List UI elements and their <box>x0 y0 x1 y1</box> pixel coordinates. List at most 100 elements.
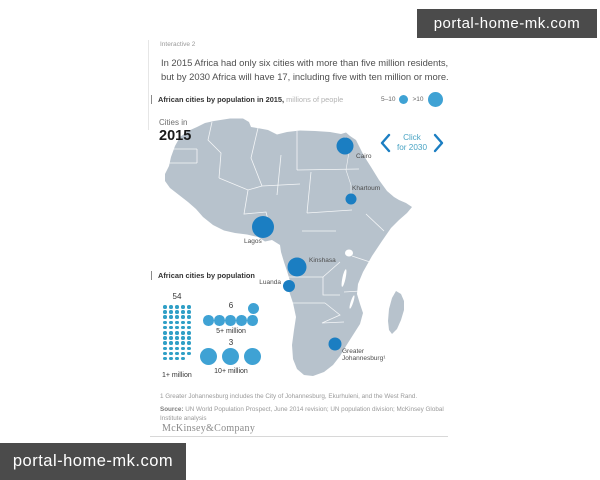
source-line: Source: UN World Population Prospect, Ju… <box>160 406 456 423</box>
map-heading-bold: African cities by population in 2015, <box>158 95 285 104</box>
pictogram-dot <box>187 346 191 351</box>
pictogram-dot <box>187 325 191 330</box>
footer-divider <box>150 436 448 437</box>
label-10-million: 10+ million <box>214 368 248 375</box>
pictogram-circle-10m <box>244 348 261 365</box>
city-label: Cairo <box>356 153 372 160</box>
pictogram-circle-5m <box>236 315 247 326</box>
pictogram-dot <box>175 336 179 340</box>
city-bubbles-layer: Cairo Khartoum Lagos Kinshasa Luanda GreaterJ… <box>244 137 387 363</box>
pictogram-dot <box>181 351 185 356</box>
pictogram-dot <box>181 315 185 319</box>
footnote: 1 Greater Johannesburg includes the City… <box>160 393 418 400</box>
mckinsey-logo: McKinsey&Company <box>162 423 256 434</box>
pictogram-dot <box>163 305 167 309</box>
legend-small-label: 5–10 <box>381 96 396 103</box>
pictogram-dot <box>181 305 185 309</box>
count-10-million: 3 <box>228 338 234 347</box>
pictogram-dot <box>175 351 179 356</box>
pictogram-dot <box>163 356 167 361</box>
pictogram-dot <box>175 330 179 335</box>
pictogram-dot <box>169 356 173 361</box>
pictogram-dot <box>187 315 191 319</box>
pictogram-heading-text: African cities by population <box>158 271 255 280</box>
circle-row-10-million <box>200 348 261 365</box>
city-label: Kinshasa <box>309 257 336 264</box>
city-lagos[interactable]: Lagos <box>244 216 274 245</box>
click-for-2030-button[interactable]: Click for 2030 <box>370 128 454 158</box>
city-label: Lagos <box>244 238 262 245</box>
count-1-million: 54 <box>172 292 182 301</box>
pictogram-dot <box>187 320 191 325</box>
chevron-left-icon[interactable] <box>380 133 391 153</box>
city-khartoum[interactable]: Khartoum <box>345 185 381 205</box>
pictogram-dot <box>169 305 173 309</box>
pictogram-circle-10m <box>200 348 217 365</box>
click-for-2030-label[interactable]: Click for 2030 <box>396 133 428 152</box>
pictogram-dot <box>181 356 185 361</box>
label-1-million: 1+ million <box>162 372 192 379</box>
pictogram-dot <box>187 330 191 335</box>
map-section-heading: African cities by population in 2015, mi… <box>151 95 343 104</box>
circle-5-million-extra <box>248 303 259 314</box>
year-value: 2015 <box>159 128 192 144</box>
pictogram-dot <box>169 351 173 356</box>
chevron-right-icon[interactable] <box>433 133 444 153</box>
pictogram-dot <box>175 305 179 309</box>
pictogram-circle-5m <box>214 315 225 326</box>
pictogram-dot <box>187 305 191 309</box>
map-heading-units: millions of people <box>284 95 344 104</box>
legend-large-bubble-icon <box>427 92 443 107</box>
intro-line-2: but by 2030 Africa will have 17, includi… <box>161 70 449 82</box>
pictogram-dot <box>175 356 179 361</box>
pictogram-dot <box>181 330 185 335</box>
source-text: UN World Population Prospect, June 2014 … <box>160 406 444 422</box>
pictogram-dot <box>175 315 179 319</box>
pictogram-dot <box>163 315 167 319</box>
city-luanda[interactable]: Luanda <box>259 279 295 292</box>
pictogram-dot <box>163 325 167 330</box>
watermark-top: portal-home-mk.com <box>417 9 597 38</box>
city-label: Luanda <box>259 279 281 286</box>
pictogram-dot <box>181 341 185 345</box>
interactive-label: Interactive 2 <box>160 41 196 48</box>
size-legend: 5–10 >10 <box>381 92 443 107</box>
pictogram-section-heading: African cities by population <box>151 271 255 280</box>
pictogram-dot <box>169 330 173 335</box>
count-5-million: 6 <box>228 301 234 310</box>
pictogram-dot <box>187 336 191 340</box>
pictogram-dot <box>163 310 167 314</box>
pictogram-dot <box>169 315 173 319</box>
pictogram-dot <box>163 330 167 335</box>
legend-small-bubble-icon <box>399 95 409 104</box>
intro-line-1: In 2015 Africa had only six cities with … <box>161 57 449 68</box>
pictogram-dot <box>187 341 191 345</box>
pictogram-dot <box>169 341 173 345</box>
source-label: Source: <box>160 406 184 413</box>
dot-grid-1-million <box>163 305 196 362</box>
pictogram-dot <box>175 310 179 314</box>
pictogram-dot <box>181 320 185 325</box>
pictogram-dot <box>181 310 185 314</box>
city-cairo[interactable]: Cairo <box>336 137 372 161</box>
pictogram-circle-5m <box>203 315 214 326</box>
pictogram-dot <box>169 325 173 330</box>
pictogram-circle-10m <box>222 348 239 365</box>
pictogram-dot <box>163 336 167 340</box>
pictogram-dot <box>169 320 173 325</box>
city-label: Khartoum <box>352 185 380 192</box>
pictogram-circle-5m <box>247 315 258 326</box>
pictogram-dot <box>187 310 191 314</box>
city-label: Greater <box>342 348 365 355</box>
pictogram-dot <box>169 310 173 314</box>
intro-text: In 2015 Africa had only six cities with … <box>161 56 449 83</box>
country-borders <box>167 121 385 324</box>
pictogram-dot <box>163 320 167 325</box>
lakes <box>341 249 355 309</box>
city-kinshasa[interactable]: Kinshasa <box>287 257 337 277</box>
year-indicator: Cities in 2015 <box>159 118 191 144</box>
pictogram-dot <box>181 325 185 330</box>
